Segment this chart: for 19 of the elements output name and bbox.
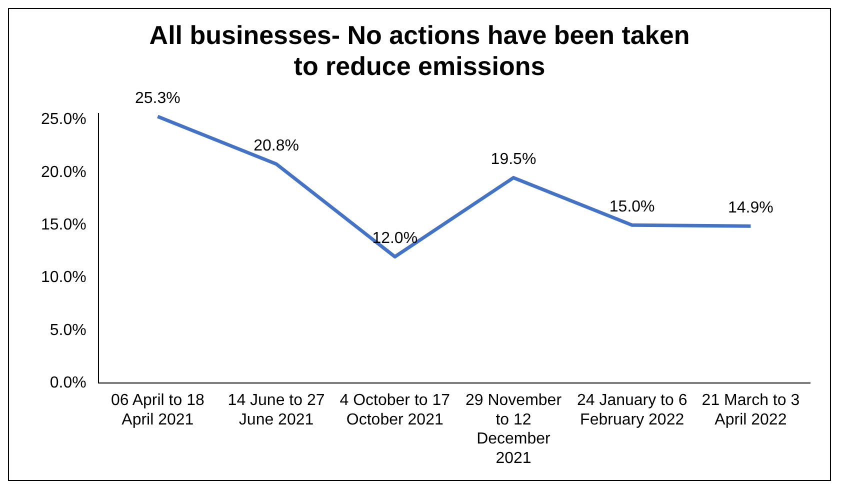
x-tick-label: 4 October to 17 October 2021 [340,392,450,428]
data-label: 15.0% [609,198,655,216]
x-tick-label: 06 April to 18 April 2021 [110,392,204,428]
x-tick-label: 24 January to 6 February 2022 [576,392,688,428]
y-tick-label: 5.0% [50,322,86,339]
data-label: 25.3% [134,90,180,107]
data-label: 12.0% [372,230,418,248]
x-tick-label: 21 March to 3 April 2022 [702,392,800,428]
y-tick-label: 10.0% [40,269,86,286]
chart-title: All businesses- No actions have been taken to reduce emissions [149,20,690,81]
y-tick-label: 20.0% [40,164,86,181]
data-label: 14.9% [728,200,774,217]
y-tick-label: 25.0% [40,111,86,128]
data-label: 20.8% [254,137,299,154]
x-tick-label: 29 November to 12 December 2021 [465,392,562,467]
y-tick-label: 15.0% [40,216,86,234]
data-label: 19.5% [490,151,536,168]
y-tick-label: 0.0% [50,374,86,392]
x-tick-label: 14 June to 27 June 2021 [228,392,325,428]
